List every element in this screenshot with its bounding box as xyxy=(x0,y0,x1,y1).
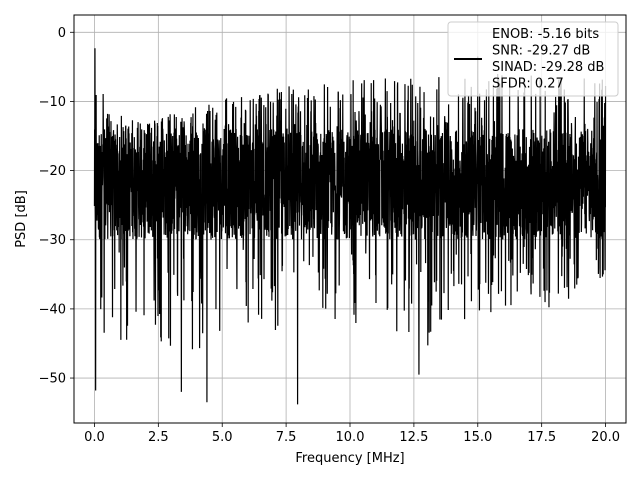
y-tick-label: −40 xyxy=(39,302,66,317)
x-tick-label: 0.0 xyxy=(84,430,105,445)
x-axis-label: Frequency [MHz] xyxy=(295,451,404,466)
psd-series-line xyxy=(93,48,607,405)
y-axis-label: PSD [dB] xyxy=(14,190,29,248)
legend-entry-sinad: SINAD: -29.28 dB xyxy=(492,60,604,75)
legend-box xyxy=(447,21,619,97)
y-axis-ticks: 0 −10 −20 −30 −40 −50 xyxy=(39,26,74,387)
legend-entry-snr: SNR: -29.27 dB xyxy=(492,44,590,59)
x-axis-ticks: 0.0 2.5 5.0 7.5 10.0 12.5 15.0 17.5 20.0 xyxy=(84,423,620,445)
y-tick-label: −50 xyxy=(39,372,66,387)
plot-area xyxy=(93,48,607,405)
y-tick-label: −20 xyxy=(39,164,66,179)
x-tick-label: 5.0 xyxy=(212,430,233,445)
legend: ENOB: -5.16 bits SNR: -29.27 dB SINAD: -… xyxy=(447,21,619,97)
legend-entry-sfdr: SFDR: 0.27 xyxy=(492,77,564,92)
y-tick-label: −10 xyxy=(39,95,66,110)
x-tick-label: 20.0 xyxy=(591,430,620,445)
x-tick-label: 12.5 xyxy=(399,430,428,445)
x-tick-label: 2.5 xyxy=(148,430,169,445)
y-tick-label: −30 xyxy=(39,233,66,248)
x-tick-label: 7.5 xyxy=(276,430,297,445)
x-tick-label: 15.0 xyxy=(463,430,492,445)
y-tick-label: 0 xyxy=(58,26,66,41)
x-tick-label: 17.5 xyxy=(527,430,556,445)
x-tick-label: 10.0 xyxy=(336,430,365,445)
legend-entry-enob: ENOB: -5.16 bits xyxy=(492,27,599,42)
